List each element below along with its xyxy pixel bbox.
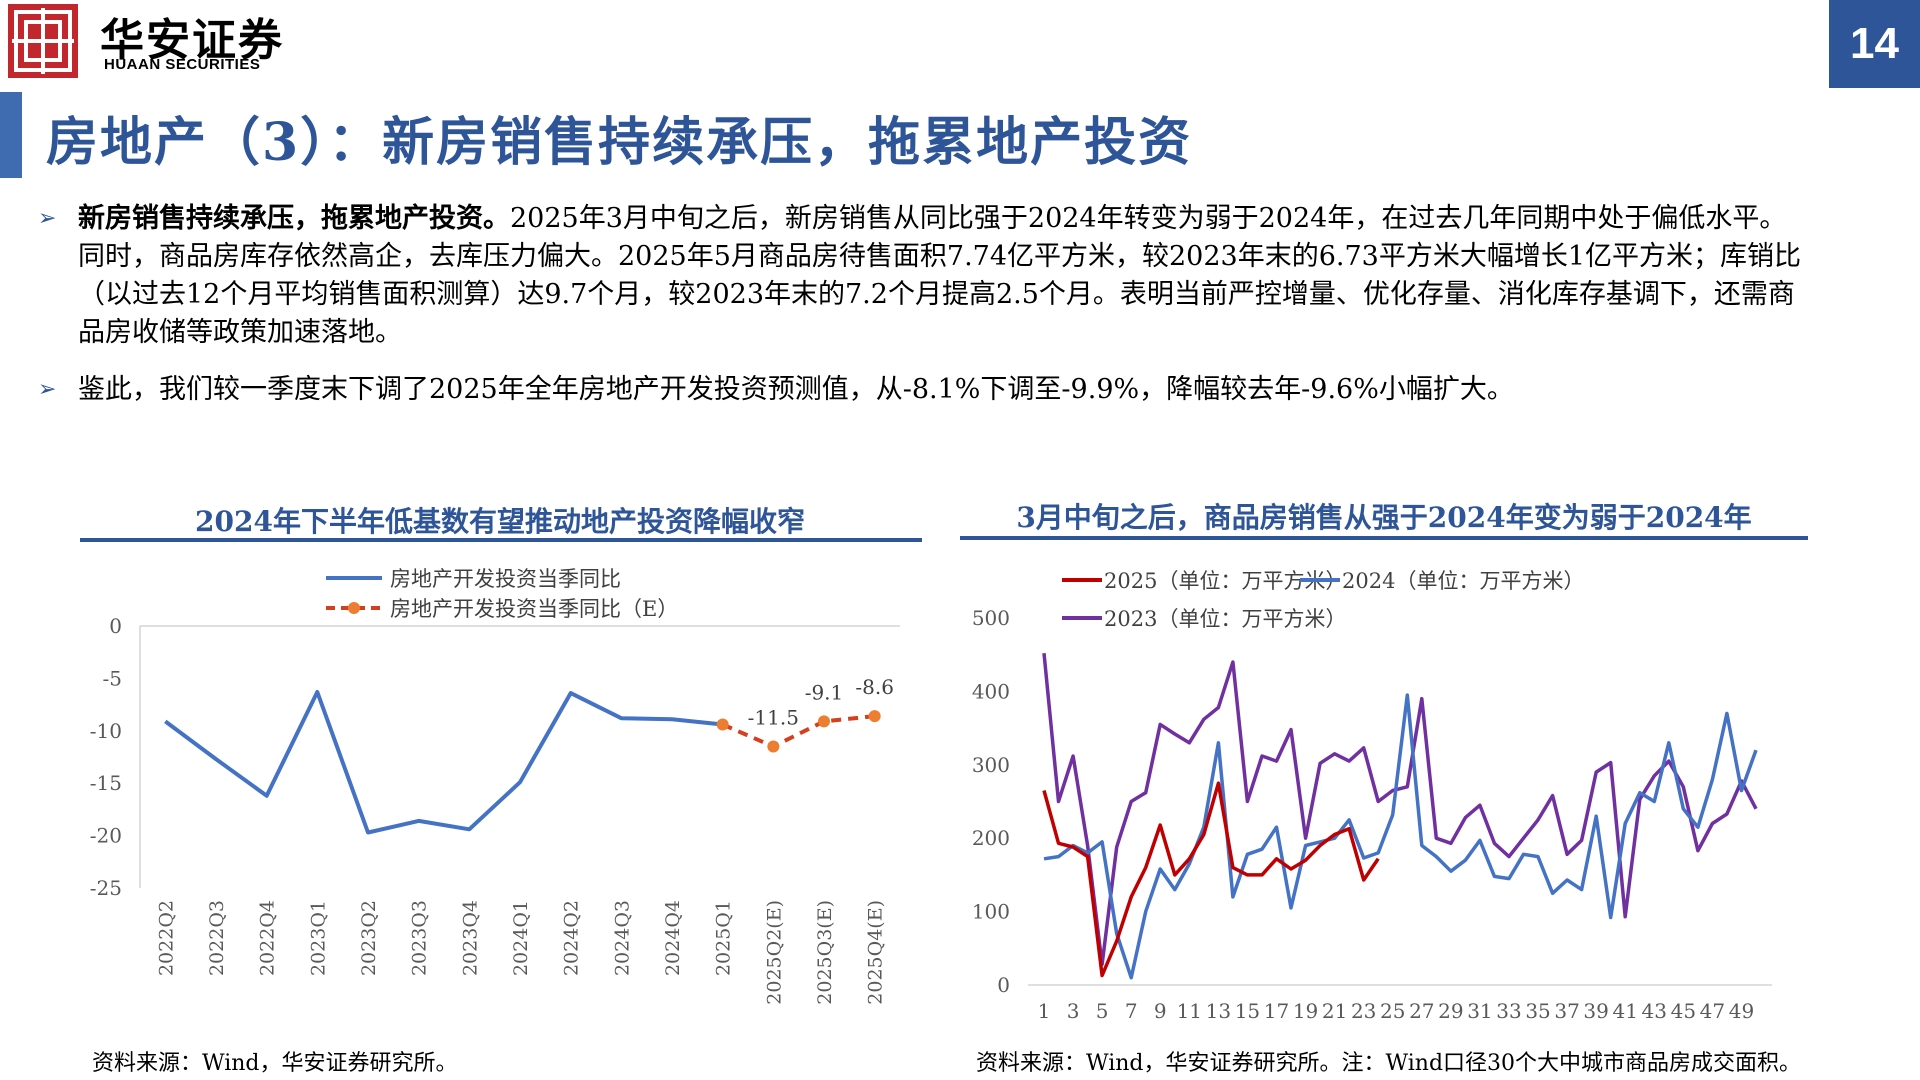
x-tick-label: 2024Q3: [611, 900, 633, 976]
page-number: 14: [1829, 0, 1920, 88]
x-tick-label: 19: [1293, 999, 1318, 1023]
x-tick-label: 41: [1612, 999, 1637, 1023]
x-tick-label: 2023Q3: [409, 900, 431, 976]
x-tick-label: 2023Q1: [307, 900, 329, 976]
series-line-2: [1043, 693, 1758, 980]
y-tick-label: 200: [972, 826, 1010, 850]
y-tick-label: 0: [997, 973, 1010, 997]
chart-1-source: 资料来源：Wind，华安证券研究所。: [92, 1051, 458, 1076]
chart-1-plot: 0 -5 -10 -15 -20 -25 2022Q2 2022Q3 2022Q4 2023Q1 2…: [90, 567, 900, 1005]
bullet-arrow-icon: ➢: [38, 206, 57, 231]
x-tick-label: 31: [1467, 999, 1492, 1023]
x-tick-label: 2024Q2: [561, 900, 583, 976]
x-tick-label: 15: [1235, 999, 1260, 1023]
y-tick-label: 500: [972, 606, 1010, 630]
series-2-point: [716, 718, 729, 731]
x-tick-label: 2025Q3(E): [814, 900, 836, 1005]
x-tick-label: 2023Q4: [459, 900, 481, 976]
y-tick-label: -10: [90, 719, 122, 743]
bullet-item-1: ➢ 新房销售持续承压，拖累地产投资。2025年3月中旬之后，新房销售从同比强于2…: [38, 200, 1808, 352]
series-2-point: [868, 710, 881, 723]
y-tick-label: 100: [972, 900, 1010, 924]
data-label: -9.1: [805, 680, 844, 704]
y-tick-label: -25: [90, 876, 122, 900]
series-line-3: [1042, 653, 1758, 967]
x-tick-label: 43: [1642, 999, 1667, 1023]
x-tick-label: 27: [1409, 999, 1434, 1023]
x-tick-label: 39: [1583, 999, 1608, 1023]
page-title: 房地产（3）：新房销售持续承压，拖累地产投资: [46, 112, 1193, 173]
bullet-paragraph: 新房销售持续承压，拖累地产投资。2025年3月中旬之后，新房销售从同比强于202…: [78, 200, 1808, 352]
x-tick-label: 23: [1351, 999, 1376, 1023]
x-tick-label: 9: [1154, 999, 1167, 1023]
x-tick-label: 2025Q2(E): [763, 900, 785, 1005]
x-tick-label: 2023Q2: [358, 900, 380, 976]
data-label: -8.6: [855, 675, 894, 699]
logo-text-en: HUAAN SECURITIES: [104, 56, 261, 73]
x-tick-label: 2022Q3: [206, 900, 228, 976]
series-2-point: [818, 715, 830, 728]
title-accent-bar: [0, 92, 22, 178]
chart-1-title-rule: [80, 538, 922, 542]
x-tick-label: 2022Q2: [155, 900, 177, 976]
y-tick-label: 0: [109, 614, 122, 638]
x-tick-label: 3: [1067, 999, 1080, 1023]
y-tick-label: -20: [90, 824, 122, 848]
logo-text-cn: 华安证券: [100, 15, 284, 66]
chart-2-title: 3月中旬之后，商品房销售从强于2024年变为弱于2024年: [1016, 501, 1752, 534]
bullet-item-2: ➢ 鉴此，我们较一季度末下调了2025年全年房地产开发投资预测值，从-8.1%下…: [38, 371, 1808, 409]
bullet-arrow-icon: ➢: [38, 377, 57, 402]
data-label: -11.5: [748, 706, 799, 730]
x-tick-label: 45: [1671, 999, 1696, 1023]
legend-label-1: 房地产开发投资当季同比: [390, 567, 621, 591]
bullet-body: 2025年3月中旬之后，新房销售从同比强于2024年转变为弱于2024年，在过去…: [78, 203, 1802, 348]
series-line-1: [164, 690, 723, 835]
bullet-bold-lead: 新房销售持续承压，拖累地产投资。: [78, 203, 510, 234]
x-tick-label: 1: [1038, 999, 1051, 1023]
x-tick-label: 2024Q4: [662, 900, 684, 976]
series-line-1: [1042, 781, 1380, 978]
y-tick-label: 400: [972, 679, 1010, 703]
series-line-2: [721, 714, 875, 749]
x-tick-label: 17: [1264, 999, 1289, 1023]
x-tick-label: 49: [1729, 999, 1754, 1023]
y-tick-label: -15: [90, 771, 122, 795]
y-tick-label: 300: [972, 753, 1010, 777]
legend-label-3: 2023（单位：万平方米）: [1104, 607, 1346, 631]
x-tick-label: 2025Q1: [713, 900, 735, 976]
x-tick-label: 2024Q1: [510, 900, 532, 976]
x-tick-label: 25: [1380, 999, 1405, 1023]
series-2-point: [767, 740, 780, 753]
chart-2-title-rule: [960, 536, 1808, 540]
bullet-paragraph: 鉴此，我们较一季度末下调了2025年全年房地产开发投资预测值，从-8.1%下调至…: [78, 371, 1808, 409]
x-tick-label: 7: [1125, 999, 1138, 1023]
x-tick-label: 13: [1206, 999, 1231, 1023]
legend-marker: [348, 602, 360, 614]
y-tick-label: -5: [103, 666, 122, 690]
x-tick-label: 21: [1322, 999, 1347, 1023]
legend-label-2: 房地产开发投资当季同比（E）: [390, 597, 678, 621]
x-tick-label: 47: [1700, 999, 1725, 1023]
x-tick-label: 29: [1438, 999, 1463, 1023]
bullet-body: 鉴此，我们较一季度末下调了2025年全年房地产开发投资预测值，从-8.1%下调至…: [78, 374, 1514, 405]
x-tick-label: 11: [1177, 999, 1202, 1023]
x-tick-label: 5: [1096, 999, 1109, 1023]
x-tick-label: 37: [1554, 999, 1579, 1023]
chart-1-title: 2024年下半年低基数有望推动地产投资降幅收窄: [195, 505, 805, 538]
company-logo: [8, 4, 78, 78]
x-tick-label: 35: [1525, 999, 1550, 1023]
legend-label-2: 2024（单位：万平方米）: [1342, 569, 1584, 593]
chart-2-source: 资料来源：Wind，华安证券研究所。注：Wind口径30个大中城市商品房成交面积…: [976, 1051, 1802, 1076]
x-tick-label: 33: [1496, 999, 1521, 1023]
logo-mark-icon: [12, 8, 74, 74]
x-tick-label: 2022Q4: [257, 900, 279, 976]
x-tick-label: 2025Q4(E): [865, 900, 887, 1005]
